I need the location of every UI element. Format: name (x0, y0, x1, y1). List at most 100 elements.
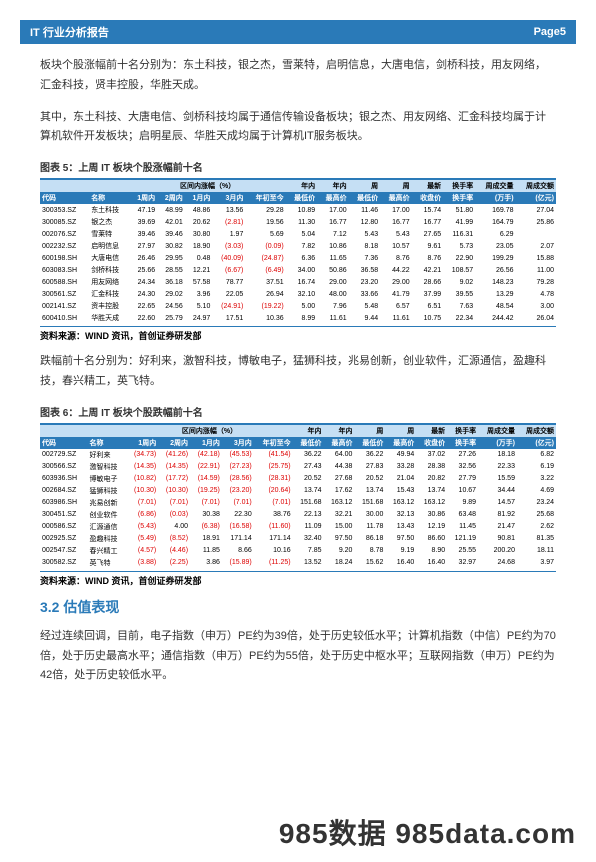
paragraph-2: 其中，东土科技、大唐电信、剑桥科技均属于通信传输设备板块；银之杰、用友网络、汇金… (40, 108, 556, 148)
cell: 13.56 (212, 204, 245, 216)
cell: 6.29 (475, 228, 515, 240)
cell: 8.90 (416, 545, 447, 557)
cell: 23.20 (349, 276, 381, 288)
col-group-header: 年内 (286, 180, 318, 192)
cell: 10.57 (380, 240, 412, 252)
col-header: 2周内 (157, 192, 185, 204)
cell: 11.78 (354, 521, 385, 533)
table-row: 002076.SZ雪莱特39.4639.4630.801.975.695.047… (40, 228, 556, 240)
cell: 英飞特 (87, 557, 126, 569)
col-header: 最高价 (380, 192, 412, 204)
cell: 42.01 (157, 216, 185, 228)
cell: 30.86 (416, 509, 447, 521)
table-row: 603986.SH兆易创新(7.01)(7.01)(7.01)(7.01)(7.… (40, 497, 556, 509)
col-header: 最低价 (286, 192, 318, 204)
cell: 猛狮科技 (87, 485, 126, 497)
cell: 32.21 (324, 509, 355, 521)
cell: (5.43) (126, 521, 158, 533)
cell: 51.80 (443, 204, 475, 216)
cell: 9.61 (412, 240, 444, 252)
cell: 41.99 (443, 216, 475, 228)
cell: (20.64) (254, 485, 293, 497)
cell: 好利来 (87, 449, 126, 461)
col-header: 最低价 (354, 437, 385, 449)
paragraph-4: 经过连续回调，目前，电子指数（申万）PE约为39倍，处于历史较低水平；计算机指数… (40, 627, 556, 686)
cell: 48.99 (157, 204, 185, 216)
cell: 27.68 (324, 473, 355, 485)
cell: 8.99 (286, 312, 318, 324)
chart6-title: 图表 6：上周 IT 板块个股跌幅前十名 (40, 404, 556, 419)
cell: 002076.SZ (40, 228, 89, 240)
cell: 28.38 (416, 461, 447, 473)
cell: 8.18 (349, 240, 381, 252)
col-group-header: 区间内涨幅（%） (126, 425, 292, 437)
cell: 10.16 (254, 545, 293, 557)
cell: (4.57) (126, 545, 158, 557)
table-row: 300451.SZ创业软件(6.86)(0.03)30.3822.3038.76… (40, 509, 556, 521)
cell: (11.60) (254, 521, 293, 533)
cell: 8.76 (412, 252, 444, 264)
cell: (2.81) (212, 216, 245, 228)
table-row: 002547.SZ春兴精工(4.57)(4.46)11.858.6610.167… (40, 545, 556, 557)
cell: 25.68 (517, 509, 556, 521)
cell: 1.97 (212, 228, 245, 240)
cell: 32.97 (447, 557, 478, 569)
col-header: 3月内 (222, 437, 254, 449)
table-row: 300561.SZ汇金科技24.3029.023.9622.0526.9432.… (40, 288, 556, 300)
table-row: 600198.SH大唐电信26.4629.950.48(40.09)(24.87… (40, 252, 556, 264)
cell: 11.61 (380, 312, 412, 324)
col-header: 1周内 (130, 192, 158, 204)
cell: 11.85 (190, 545, 222, 557)
cell: 5.73 (443, 240, 475, 252)
col-header: 1月内 (190, 437, 222, 449)
cell: 39.55 (443, 288, 475, 300)
cell: 11.00 (516, 264, 556, 276)
cell: 汇源通信 (87, 521, 126, 533)
cell: 20.52 (293, 473, 324, 485)
cell: 002141.SZ (40, 300, 89, 312)
cell: 30.80 (185, 228, 213, 240)
page-number: Page5 (534, 26, 566, 38)
table-row: 300353.SZ东土科技47.1948.9948.8613.5629.2810… (40, 204, 556, 216)
col-group-header: 周成交量 (478, 425, 517, 437)
cell: 华胜天成 (89, 312, 129, 324)
cell: (10.30) (126, 485, 158, 497)
cell: 28.66 (412, 276, 444, 288)
col-header: 最高价 (324, 437, 355, 449)
chart5-title: 图表 5：上周 IT 板块个股涨幅前十名 (40, 159, 556, 174)
cell: (25.75) (254, 461, 293, 473)
col-group-header: 最新 (416, 425, 447, 437)
cell: 148.23 (475, 276, 515, 288)
cell: 300561.SZ (40, 288, 89, 300)
cell: (10.82) (126, 473, 158, 485)
cell: 16.77 (412, 216, 444, 228)
cell: (10.30) (158, 485, 190, 497)
cell: 7.63 (443, 300, 475, 312)
cell: (0.09) (245, 240, 285, 252)
table-row: 002925.SZ盈趣科技(5.49)(8.52)18.91171.14171.… (40, 533, 556, 545)
cell: (6.86) (126, 509, 158, 521)
cell: 29.00 (317, 276, 349, 288)
cell: 34.00 (286, 264, 318, 276)
cell: 37.99 (412, 288, 444, 300)
cell: 39.46 (130, 228, 158, 240)
cell: 97.50 (385, 533, 416, 545)
table-row: 603083.SH剑桥科技25.6628.5512.21(6.67)(6.49)… (40, 264, 556, 276)
cell: 24.68 (478, 557, 517, 569)
cell: 5.10 (185, 300, 213, 312)
cell: 10.36 (245, 312, 285, 324)
cell: 5.00 (286, 300, 318, 312)
cell: 36.18 (157, 276, 185, 288)
cell: (6.38) (190, 521, 222, 533)
cell: 6.51 (412, 300, 444, 312)
cell: 36.22 (354, 449, 385, 461)
cell: 13.52 (293, 557, 324, 569)
watermark: 985数据 985data.com (279, 812, 576, 852)
cell: 10.67 (447, 485, 478, 497)
cell: 29.00 (380, 276, 412, 288)
cell: 27.79 (447, 473, 478, 485)
col-group-header (40, 180, 130, 192)
cell: 28.55 (157, 264, 185, 276)
cell: 000586.SZ (40, 521, 87, 533)
cell: 22.05 (212, 288, 245, 300)
